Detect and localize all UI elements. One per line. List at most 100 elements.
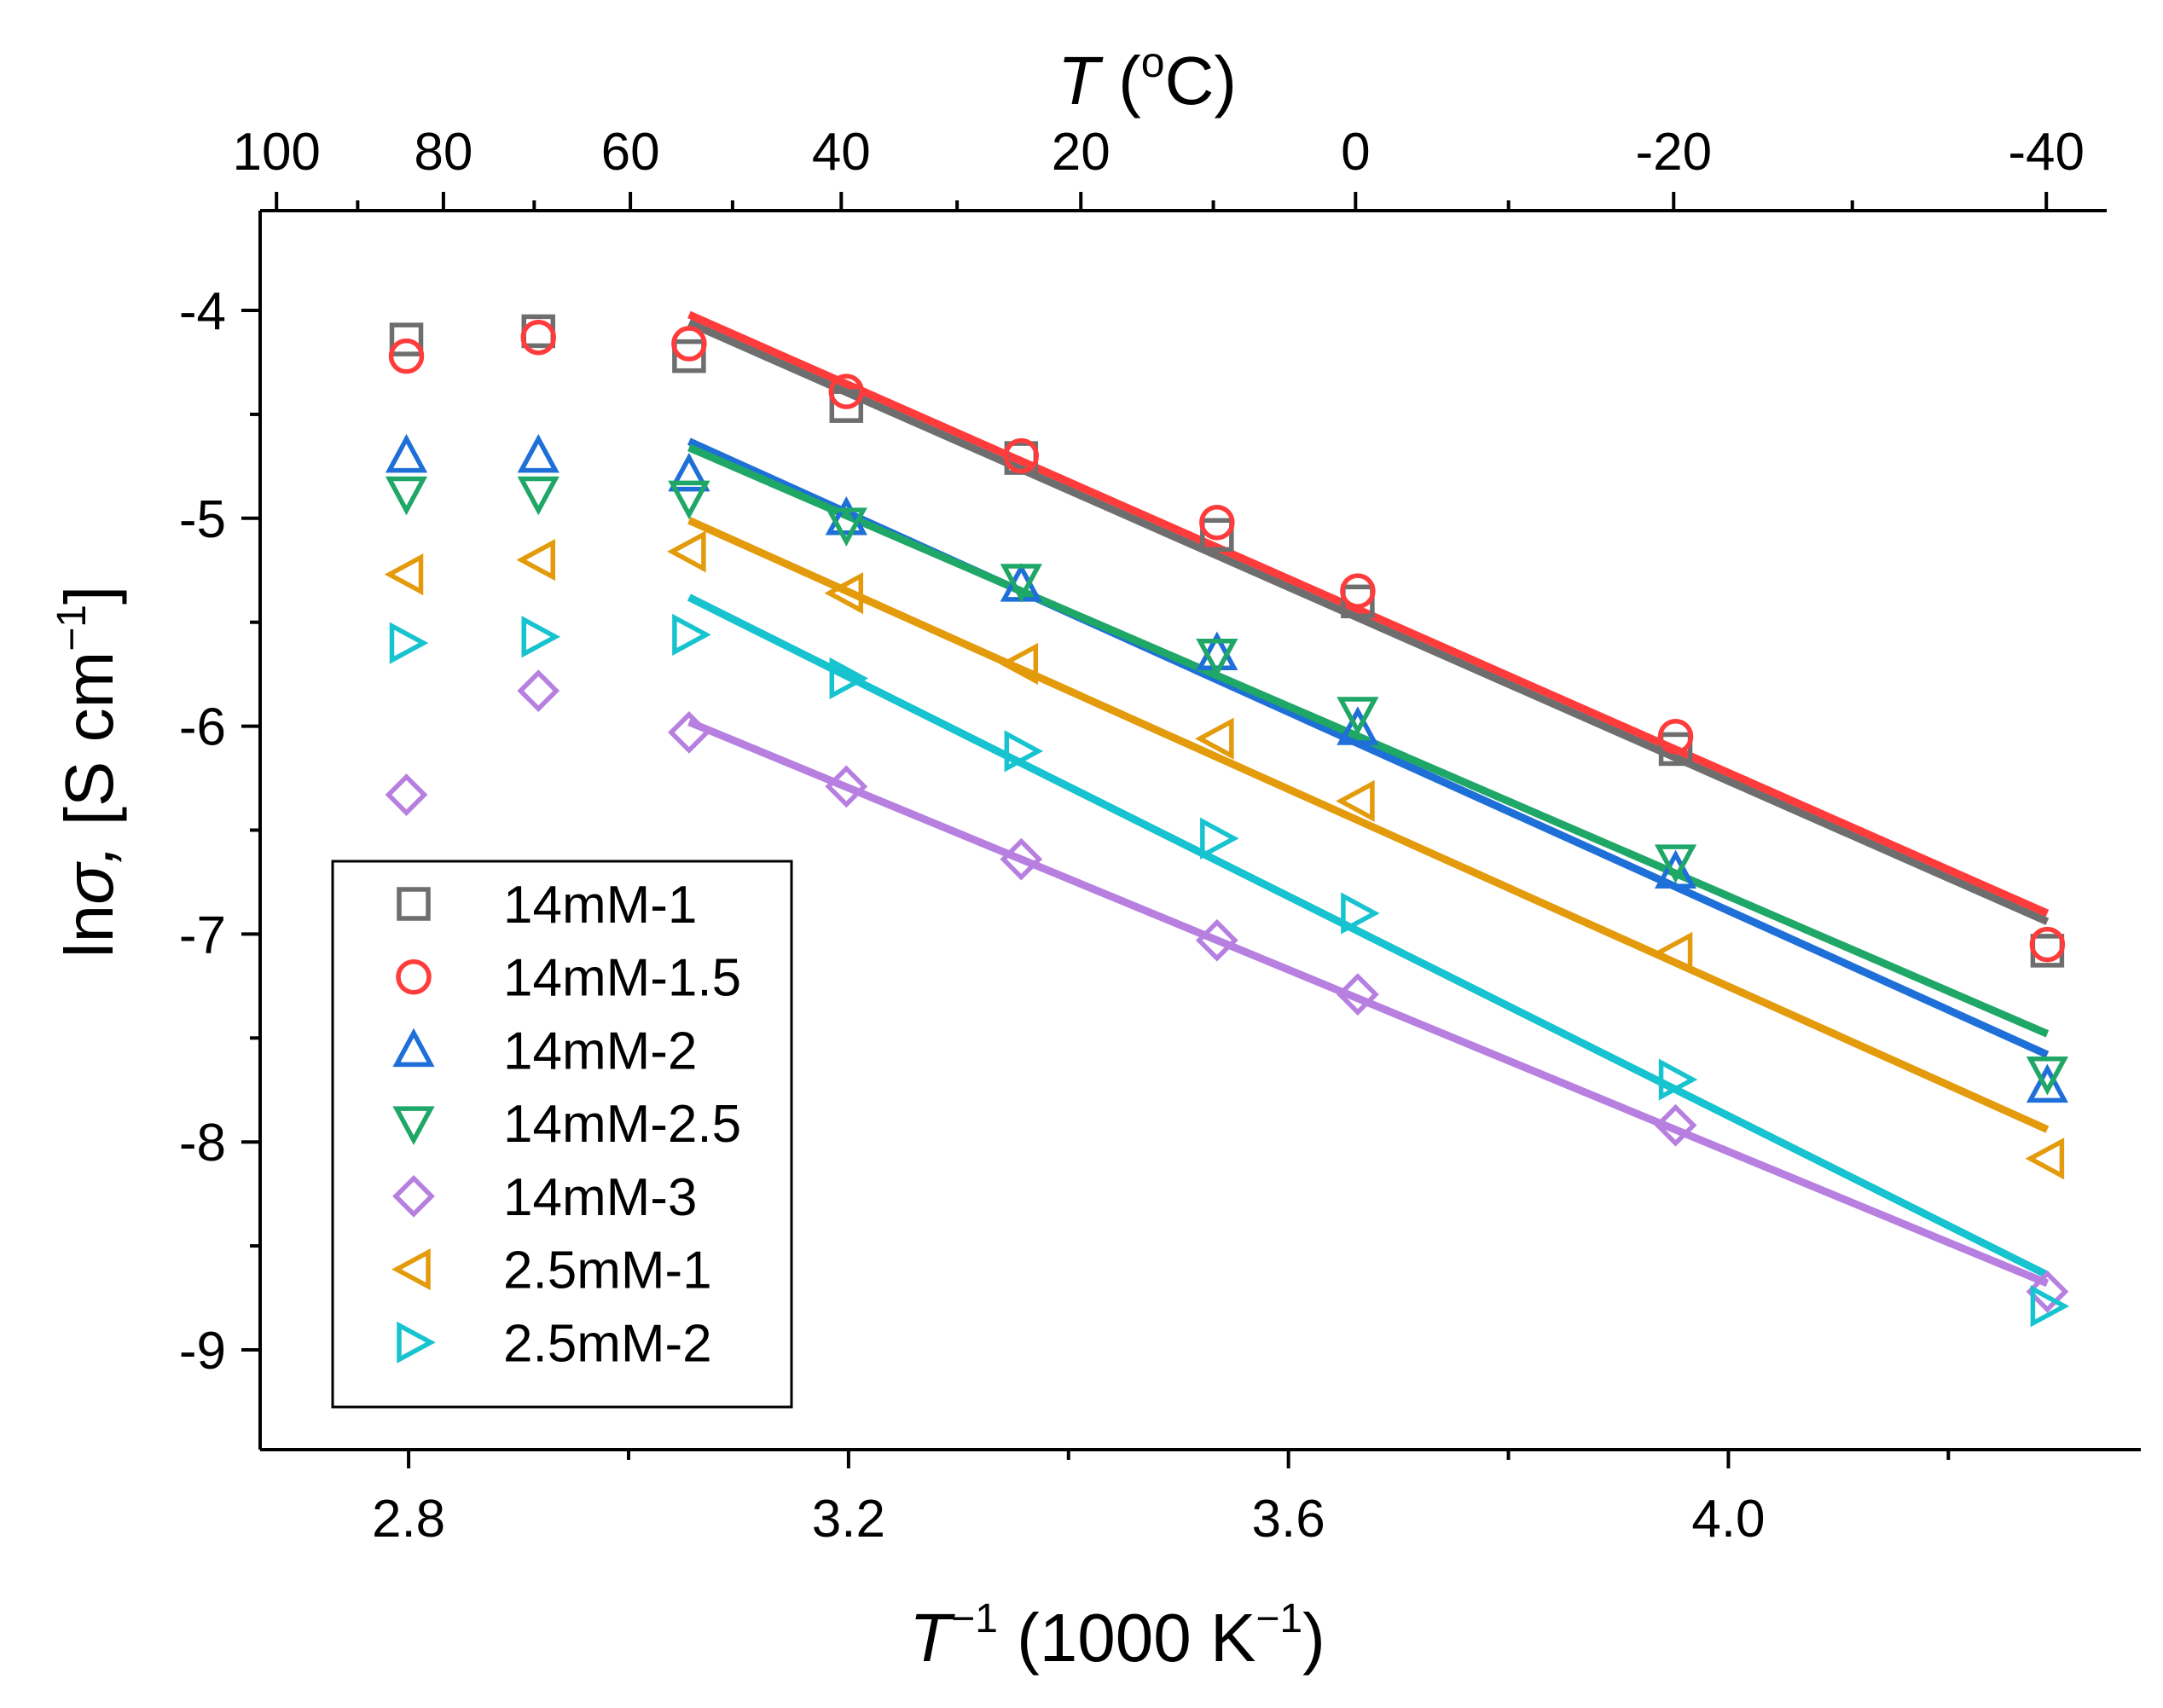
legend: 14mM-1 14mM-1.5 14mM-2 14mM-2.5 14mM-3 2.5mM-…: [331, 860, 793, 1409]
x-tick-label: 3.2: [812, 1490, 885, 1549]
legend-marker: [391, 1248, 431, 1291]
data-point: [668, 480, 710, 520]
data-point: [1654, 844, 1697, 883]
data-point: [1200, 817, 1239, 860]
top-tick-label: 40: [812, 123, 871, 182]
legend-marker: [397, 887, 431, 921]
y-tick-label: -6: [179, 698, 226, 757]
data-point: [828, 373, 865, 409]
legend-marker: [392, 1174, 435, 1218]
data-point: [667, 530, 706, 573]
data-point: [1341, 584, 1375, 619]
y-tick-label: -5: [179, 490, 226, 549]
series-14mM-2.5: [385, 476, 2069, 1096]
y-tick-label: -4: [179, 282, 226, 341]
legend-label: 14mM-3: [503, 1168, 697, 1227]
data-point: [389, 622, 429, 664]
data-point: [1337, 697, 1379, 736]
series-2.5mM-2: [389, 613, 2070, 1328]
legend-label: 2.5mM-1: [503, 1242, 712, 1300]
top-tick-label: -20: [1635, 123, 1712, 182]
data-point: [1341, 892, 1380, 935]
top-tick-label: -40: [2008, 123, 2085, 182]
data-point: [385, 476, 428, 516]
data-point: [829, 657, 869, 700]
data-point: [824, 571, 864, 615]
data-point: [1653, 931, 1693, 974]
data-point: [388, 338, 425, 374]
top-axis-title: T (oC): [1058, 38, 1237, 119]
legend-marker: [392, 1106, 435, 1145]
legend-marker: [392, 1028, 435, 1068]
top-tick-label: 0: [1341, 123, 1370, 182]
legend-label: 14mM-2: [503, 1022, 697, 1080]
x-axis-title: T−1 (1000 K−1): [909, 1596, 1325, 1676]
data-point: [1199, 504, 1235, 541]
data-point: [672, 613, 711, 656]
data-point: [1337, 973, 1379, 1016]
data-point: [1336, 779, 1375, 822]
data-point: [2030, 1285, 2070, 1328]
fit-line-2.5mM-1: [687, 517, 2050, 1133]
data-point: [2026, 1270, 2069, 1313]
data-point: [825, 496, 867, 536]
x-tick-label: 4.0: [1691, 1490, 1765, 1549]
data-point: [1658, 1058, 1698, 1101]
fit-line-2.5mM-2: [687, 593, 2050, 1279]
data-point: [2025, 1138, 2065, 1180]
data-point: [384, 553, 424, 596]
data-point: [1654, 849, 1697, 889]
data-point: [1654, 1103, 1697, 1147]
data-point: [517, 669, 560, 713]
data-point: [1658, 732, 1693, 767]
data-point: [1000, 564, 1042, 603]
data-point: [389, 322, 424, 356]
y-tick-label: -7: [179, 906, 226, 964]
data-point: [1195, 918, 1238, 962]
data-point: [2029, 926, 2066, 963]
fit-lines: [687, 310, 2050, 1288]
data-point: [517, 433, 560, 473]
top-tick-label: 80: [414, 123, 473, 182]
y-tick-label: -8: [179, 1114, 226, 1172]
data-point: [825, 765, 868, 808]
legend-marker: [397, 1321, 436, 1364]
data-point: [520, 319, 556, 356]
x-tick-label: 2.8: [372, 1490, 445, 1549]
data-point: [1340, 573, 1376, 609]
data-point: [1195, 717, 1234, 760]
data-point: [1200, 518, 1234, 553]
legend-marker: [396, 958, 432, 995]
data-point: [516, 538, 555, 582]
x-tick-label: 3.6: [1252, 1490, 1325, 1549]
data-point: [999, 642, 1039, 686]
data-point: [829, 389, 864, 423]
ticks: 2.8 3.2 3.6 4.0 -4 -5 -6 -7 -8 -9 100 80 60 40 20 0 -20 -…: [179, 123, 2085, 1549]
series-14mM-1.5: [388, 319, 2066, 963]
series-14mM-3: [385, 669, 2069, 1313]
data-point: [521, 616, 561, 658]
data-point: [668, 711, 710, 754]
top-tick-label: 20: [1052, 123, 1110, 182]
data-point: [668, 452, 710, 492]
data-point: [825, 507, 867, 547]
top-tick-label: 100: [232, 123, 320, 182]
legend-label: 2.5mM-2: [503, 1314, 712, 1373]
top-tick-label: 60: [601, 123, 660, 182]
data-point: [1003, 437, 1040, 474]
data-point: [672, 339, 706, 373]
data-point: [517, 476, 560, 516]
data-point: [2026, 1056, 2069, 1096]
series-14mM-1: [389, 314, 2065, 968]
legend-label: 14mM-1: [503, 876, 697, 935]
legend-label: 14mM-1.5: [503, 949, 741, 1008]
y-tick-label: -9: [179, 1322, 226, 1381]
data-point: [1004, 730, 1044, 773]
data-point: [671, 326, 707, 362]
data-point: [1000, 837, 1043, 881]
series-2.5mM-1: [384, 530, 2065, 1180]
fit-line-14mM-1: [687, 319, 2050, 925]
y-axis-title: lnσ, [S cm−1]: [49, 586, 127, 958]
data-point: [1337, 706, 1379, 745]
